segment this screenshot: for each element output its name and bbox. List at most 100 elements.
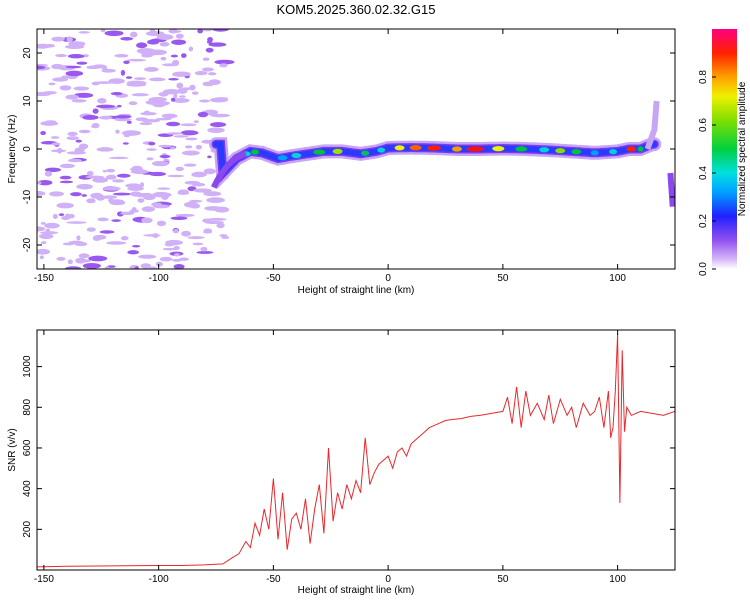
noise-blob — [156, 220, 167, 227]
noise-blob — [122, 142, 129, 145]
ridge-peak — [609, 149, 618, 155]
ridge-peak — [451, 146, 462, 152]
noise-blob — [86, 198, 96, 204]
noise-blob — [37, 191, 46, 196]
noise-blob — [120, 211, 135, 215]
snr-xtick-label: -100 — [149, 574, 169, 585]
noise-blob — [115, 129, 120, 134]
noise-blob — [159, 154, 171, 159]
noise-blob — [193, 204, 199, 208]
noise-blob — [195, 144, 202, 150]
noise-blob — [148, 97, 167, 102]
noise-blob — [97, 217, 109, 222]
noise-blob — [102, 186, 121, 191]
snr-xtick-label: 0 — [385, 574, 391, 585]
noise-blob — [169, 146, 176, 150]
noise-blob — [71, 99, 87, 103]
noise-blob — [66, 151, 87, 155]
noise-blob — [180, 130, 199, 136]
ridge-peak — [571, 149, 582, 155]
noise-blob — [67, 259, 73, 265]
noise-blob — [161, 194, 169, 200]
noise-blob — [140, 112, 157, 116]
noise-blob — [83, 54, 89, 58]
noise-blob — [66, 221, 87, 224]
noise-blob — [128, 101, 138, 106]
noise-blob — [156, 34, 174, 41]
colorbar-tick-label: 0.8 — [698, 70, 709, 84]
noise-blob — [113, 115, 132, 119]
noise-blob — [37, 181, 42, 185]
noise-blob — [196, 250, 214, 254]
noise-blob — [173, 229, 179, 234]
ridge-peak — [313, 149, 326, 155]
noise-blob — [129, 209, 139, 213]
noise-blob — [208, 42, 227, 47]
noise-blob — [140, 263, 152, 269]
noise-blob — [175, 33, 184, 39]
noise-blob — [51, 142, 61, 146]
noise-blob — [73, 86, 90, 91]
noise-blob — [67, 54, 85, 59]
noise-blob — [126, 120, 132, 124]
ridge-peak — [427, 145, 442, 151]
noise-blob — [207, 37, 213, 43]
noise-blob — [209, 97, 228, 103]
noise-blob — [188, 46, 194, 52]
noise-blob — [184, 180, 200, 185]
noise-blob — [67, 158, 82, 163]
noise-blob — [185, 137, 198, 141]
noise-blob — [37, 180, 53, 186]
noise-blob — [96, 194, 105, 201]
noise-blob — [187, 236, 205, 240]
noise-blob — [178, 257, 190, 261]
noise-blob — [62, 242, 75, 246]
ridge-peak — [394, 145, 405, 151]
noise-blob — [100, 195, 118, 199]
snr-ytick-label: 800 — [22, 399, 33, 416]
noise-blob — [130, 31, 138, 38]
noise-blob — [202, 57, 210, 61]
noise-blob — [78, 31, 90, 34]
noise-blob — [158, 92, 169, 97]
spec-ytick-label: -20 — [22, 237, 33, 252]
noise-blob — [95, 81, 114, 84]
noise-blob — [147, 39, 160, 45]
noise-blob — [203, 191, 222, 197]
noise-blob — [146, 157, 154, 161]
snr-ytick-label: 400 — [22, 480, 33, 497]
noise-blob — [168, 77, 179, 81]
noise-blob — [110, 91, 123, 96]
noise-blob — [198, 99, 211, 103]
noise-blob — [159, 256, 173, 262]
snr-xtick-label: -50 — [266, 574, 281, 585]
noise-blob — [202, 218, 212, 223]
noise-blob — [52, 213, 58, 220]
colorbar-tick-label: 0.0 — [698, 262, 709, 276]
noise-blob — [181, 230, 191, 237]
noise-blob — [37, 248, 51, 255]
noise-blob — [139, 122, 153, 126]
noise-blob — [78, 253, 90, 259]
noise-blob — [40, 241, 47, 245]
spec-xtick-label: 100 — [609, 273, 626, 284]
noise-blob — [131, 93, 149, 97]
snr-xtick-label: -150 — [34, 574, 54, 585]
ridge-peak — [539, 147, 550, 153]
noise-blob — [173, 245, 180, 250]
noise-blob — [76, 183, 93, 190]
ridge-edge-up — [644, 100, 660, 151]
spec-xtick-label: -150 — [34, 273, 54, 284]
ridge-peak — [492, 146, 505, 152]
noise-blob — [172, 98, 190, 103]
noise-blob — [173, 135, 189, 138]
noise-blob — [184, 145, 193, 149]
noise-blob — [148, 171, 167, 177]
noise-blob — [210, 113, 231, 118]
noise-blob — [66, 136, 79, 141]
noise-blob — [106, 168, 116, 173]
noise-blob — [177, 189, 189, 195]
noise-blob — [123, 60, 130, 65]
noise-blob — [40, 231, 59, 235]
spec-xtick-label: -100 — [149, 273, 169, 284]
